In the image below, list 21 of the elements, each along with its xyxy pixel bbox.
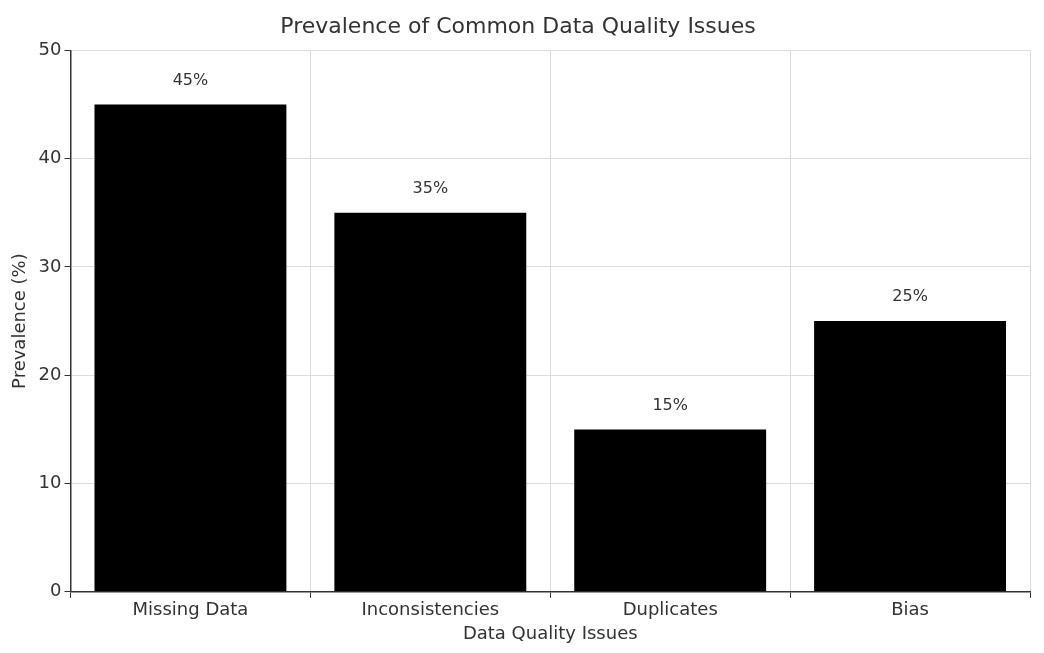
bar [574, 429, 767, 592]
data-label: 45% [172, 69, 209, 89]
chart-title: Prevalence of Common Data Quality Issues [280, 12, 756, 38]
x-tick-label: Missing Data [132, 598, 249, 620]
data-label: 35% [412, 177, 449, 197]
x-tick-label: Duplicates [622, 598, 718, 620]
data-label: 15% [652, 394, 688, 414]
bar [94, 104, 287, 592]
data-label: 25% [892, 286, 928, 306]
x-tick-label: Inconsistencies [361, 598, 500, 620]
bar [814, 321, 1007, 592]
x-tick-label: Bias [891, 598, 929, 620]
y-tick-label: 20 [38, 362, 62, 384]
y-tick-label: 40 [38, 146, 62, 168]
y-tick-label: 30 [38, 254, 62, 276]
y-tick-label: 0 [50, 579, 62, 601]
y-tick-label: 50 [38, 38, 62, 60]
y-axis-title: Prevalence (%) [8, 253, 30, 389]
y-tick-label: 10 [38, 471, 62, 493]
bar [334, 212, 527, 592]
x-axis-title: Data Quality Issues [462, 621, 638, 643]
